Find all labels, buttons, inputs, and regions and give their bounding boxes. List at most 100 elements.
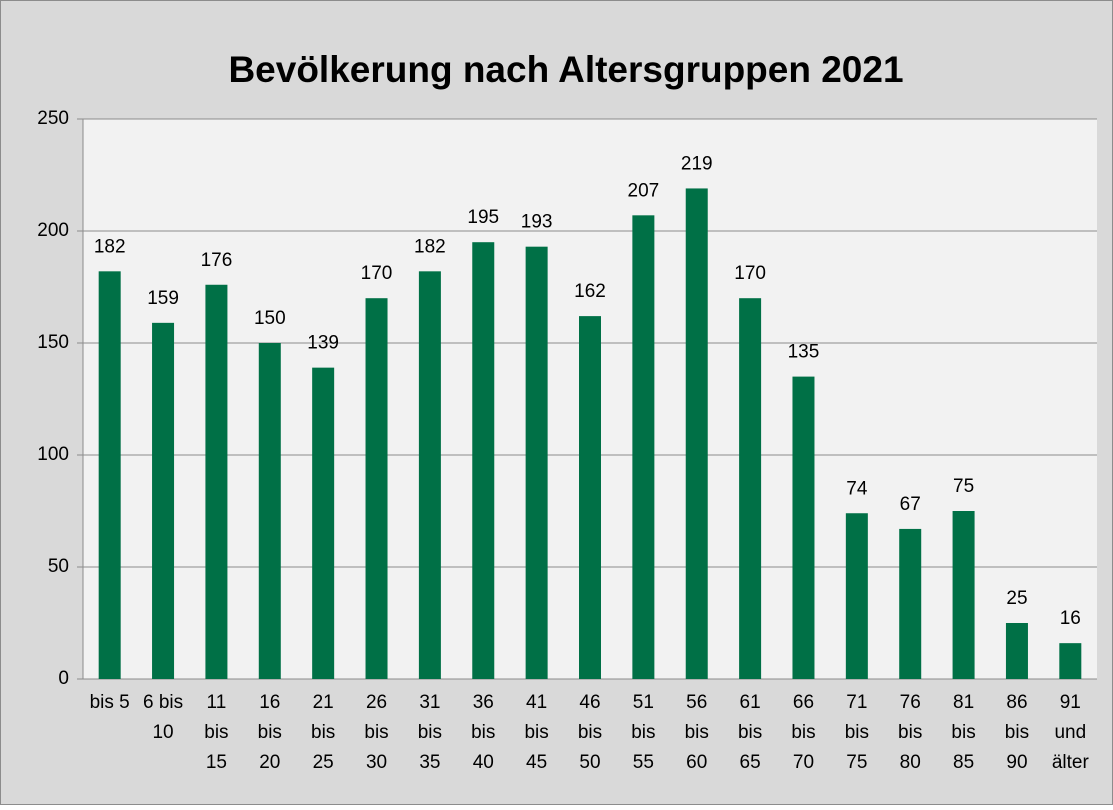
x-tick-label-line: 20 xyxy=(259,752,280,773)
x-tick-label: 76 bis 80 xyxy=(898,692,922,773)
data-label: 219 xyxy=(681,153,713,174)
x-tick-label: 81 bis 85 xyxy=(951,692,975,773)
x-tick-label: 21 bis 25 xyxy=(311,692,335,773)
x-tick-label: 11 bis 15 xyxy=(204,692,228,773)
data-label: 159 xyxy=(147,288,179,309)
x-tick-label-line: 71 xyxy=(846,692,867,713)
bar xyxy=(365,298,388,679)
data-label: 16 xyxy=(1060,608,1081,629)
x-tick-label-line: bis xyxy=(845,722,869,743)
bar xyxy=(685,188,708,679)
data-label: 170 xyxy=(361,263,393,284)
chart-title: Bevölkerung nach Altersgruppen 2021 xyxy=(228,49,903,90)
bar xyxy=(98,271,121,679)
x-tick-label: 6 bis 10 xyxy=(143,692,183,743)
bar xyxy=(739,298,762,679)
bar xyxy=(312,367,335,679)
x-tick-label: 71 bis 75 xyxy=(845,692,869,773)
x-tick-label-line: 90 xyxy=(1006,752,1027,773)
bar xyxy=(525,246,548,679)
x-tick-label-line: 56 xyxy=(686,692,707,713)
x-tick-label-line: bis xyxy=(951,722,975,743)
x-tick-label: 56 bis 60 xyxy=(685,692,709,773)
x-tick-label-line: bis xyxy=(578,722,602,743)
x-tick-label-line: bis xyxy=(258,722,282,743)
x-tick-label-line: 21 xyxy=(313,692,334,713)
x-tick-label-line: 75 xyxy=(846,752,867,773)
x-tick-label-line: bis xyxy=(738,722,762,743)
data-label: 182 xyxy=(414,236,446,257)
bar xyxy=(258,343,281,679)
data-label: 25 xyxy=(1006,588,1027,609)
x-tick-label-line: 80 xyxy=(900,752,921,773)
x-tick-label-line: 16 xyxy=(259,692,280,713)
x-tick-label-line: 26 xyxy=(366,692,387,713)
x-tick-label: 16 bis 20 xyxy=(258,692,282,773)
x-tick-label-line: 81 xyxy=(953,692,974,713)
x-tick-label-line: 15 xyxy=(206,752,227,773)
x-tick-label-line: bis xyxy=(204,722,228,743)
data-label: 176 xyxy=(201,250,233,271)
x-tick-label-line: bis xyxy=(631,722,655,743)
x-tick-label-line: bis xyxy=(364,722,388,743)
x-tick-label-line: bis xyxy=(1005,722,1029,743)
data-label: 135 xyxy=(788,342,820,363)
bar xyxy=(845,513,868,679)
bar xyxy=(1059,643,1082,679)
x-tick-label-line: bis xyxy=(311,722,335,743)
x-tick-label-line: 86 xyxy=(1006,692,1027,713)
y-tick-label: 0 xyxy=(58,668,69,689)
data-label: 139 xyxy=(307,333,339,354)
x-tick-label-line: 76 xyxy=(900,692,921,713)
bar xyxy=(472,242,495,679)
x-tick-label-line: 25 xyxy=(313,752,334,773)
data-label: 182 xyxy=(94,236,126,257)
x-tick-label: 41 bis 45 xyxy=(524,692,548,773)
x-tick-label: 46 bis 50 xyxy=(578,692,602,773)
x-tick-label-line: 31 xyxy=(419,692,440,713)
x-tick-label-line: bis xyxy=(791,722,815,743)
bar xyxy=(899,528,922,679)
x-tick-label-line: 45 xyxy=(526,752,547,773)
x-tick-label-line: 66 xyxy=(793,692,814,713)
x-tick-label: 26 bis 30 xyxy=(364,692,388,773)
x-tick-label: 86 bis 90 xyxy=(1005,692,1029,773)
x-tick-label: 91 und älter xyxy=(1052,692,1090,773)
x-tick-label: 61 bis 65 xyxy=(738,692,762,773)
x-tick-label-line: bis xyxy=(418,722,442,743)
y-tick-label: 50 xyxy=(48,556,69,577)
x-tick-label: bis 5 xyxy=(90,692,130,713)
data-label: 195 xyxy=(467,207,499,228)
data-label: 162 xyxy=(574,281,606,302)
y-tick-label: 250 xyxy=(37,108,69,129)
x-tick-label-line: 35 xyxy=(419,752,440,773)
x-tick-label-line: bis xyxy=(898,722,922,743)
x-tick-label-line: 55 xyxy=(633,752,654,773)
bar xyxy=(579,316,601,679)
x-tick-label-line: 30 xyxy=(366,752,387,773)
x-tick-label-line: 6 bis xyxy=(143,692,183,713)
bar xyxy=(418,271,441,679)
x-tick-label-line: bis xyxy=(685,722,709,743)
x-tick-label: 51 bis 55 xyxy=(631,692,655,773)
x-tick-label-line: bis 5 xyxy=(90,692,130,713)
bar xyxy=(152,322,175,679)
data-label: 193 xyxy=(521,212,553,233)
data-label: 75 xyxy=(953,476,974,497)
x-tick-label-line: 60 xyxy=(686,752,707,773)
x-tick-label-line: 51 xyxy=(633,692,654,713)
x-tick-label-line: 70 xyxy=(793,752,814,773)
data-label: 74 xyxy=(846,478,868,499)
x-tick-label-line: 91 xyxy=(1060,692,1081,713)
x-tick-label-line: 61 xyxy=(740,692,761,713)
x-tick-label-line: 36 xyxy=(473,692,494,713)
x-tick-label-line: 46 xyxy=(579,692,600,713)
x-tick-label-line: bis xyxy=(524,722,548,743)
x-tick-label: 36 bis 40 xyxy=(471,692,495,773)
bar xyxy=(792,376,815,679)
x-tick-label-line: bis xyxy=(471,722,495,743)
x-tick-label-line: 65 xyxy=(740,752,761,773)
data-label: 67 xyxy=(900,494,921,515)
data-label: 150 xyxy=(254,308,286,329)
